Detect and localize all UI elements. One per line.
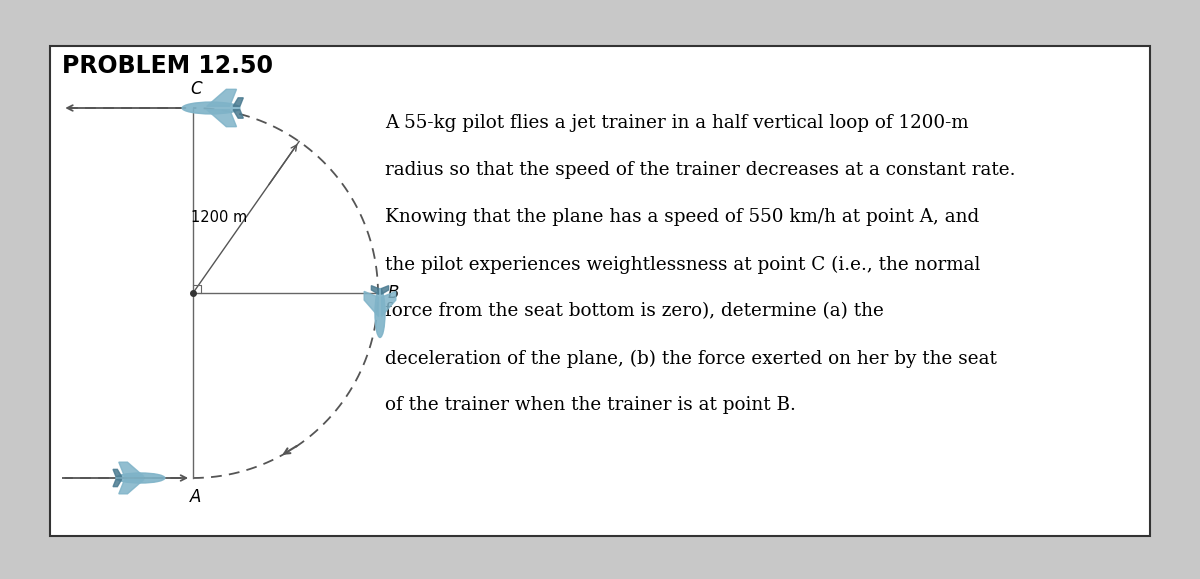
Polygon shape — [113, 470, 121, 477]
Text: A 55-kg pilot flies a jet trainer in a half vertical loop of 1200-m: A 55-kg pilot flies a jet trainer in a h… — [385, 114, 968, 133]
Text: force from the seat bottom is zero), determine (a) the: force from the seat bottom is zero), det… — [385, 302, 884, 320]
Ellipse shape — [116, 473, 164, 483]
Polygon shape — [382, 285, 389, 294]
Polygon shape — [382, 291, 396, 317]
Polygon shape — [233, 109, 244, 118]
Polygon shape — [233, 98, 244, 107]
Polygon shape — [119, 479, 144, 494]
Text: of the trainer when the trainer is at point B.: of the trainer when the trainer is at po… — [385, 396, 796, 415]
Polygon shape — [206, 89, 236, 107]
Text: A: A — [191, 488, 202, 506]
Polygon shape — [119, 462, 144, 477]
Text: B: B — [388, 284, 400, 302]
Polygon shape — [113, 479, 121, 486]
Ellipse shape — [374, 288, 385, 338]
Bar — [50, 46, 1150, 536]
Ellipse shape — [182, 102, 240, 114]
Text: C: C — [190, 80, 202, 98]
Text: deceleration of the plane, (b) the force exerted on her by the seat: deceleration of the plane, (b) the force… — [385, 349, 997, 368]
Polygon shape — [371, 285, 378, 294]
Text: 1200 m: 1200 m — [192, 210, 247, 225]
Text: the pilot experiences weightlessness at point C (i.e., the normal: the pilot experiences weightlessness at … — [385, 255, 980, 273]
Polygon shape — [364, 291, 378, 317]
Text: Knowing that the plane has a speed of 550 km/h at point A, and: Knowing that the plane has a speed of 55… — [385, 208, 979, 226]
Text: PROBLEM 12.50: PROBLEM 12.50 — [62, 54, 274, 78]
Text: radius so that the speed of the trainer decreases at a constant rate.: radius so that the speed of the trainer … — [385, 162, 1015, 179]
Polygon shape — [206, 109, 236, 127]
